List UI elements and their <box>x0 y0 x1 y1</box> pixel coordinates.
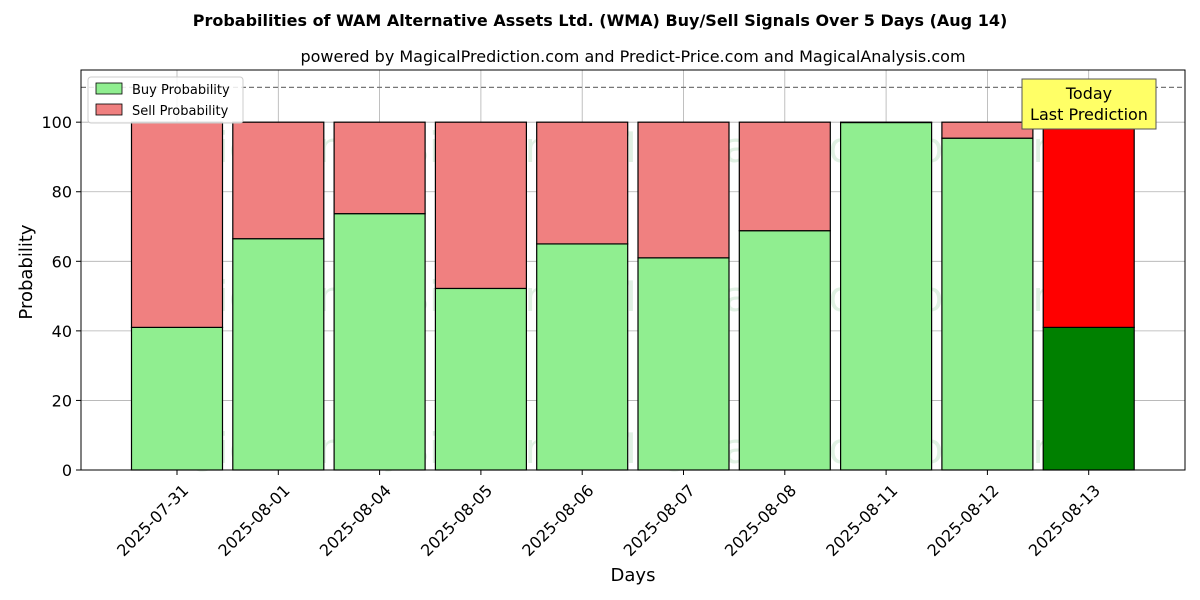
x-tick-label: 2025-08-13 <box>1025 481 1104 560</box>
bar-sell-2025-08-12 <box>941 121 1034 139</box>
x-tick-label: 2025-08-01 <box>214 481 293 560</box>
legend-label-sell: Sell Probability <box>132 104 229 119</box>
bar-buy-2025-07-31 <box>130 326 224 471</box>
bar-sell-2025-07-31 <box>130 121 224 328</box>
legend-swatch-buy <box>95 82 123 95</box>
x-tick-label: 2025-08-11 <box>822 481 901 560</box>
bar-sell-2025-08-08 <box>738 121 831 232</box>
legend-box <box>87 76 244 124</box>
bar-sell-2025-08-06 <box>536 121 629 245</box>
x-tick-label: 2025-08-06 <box>518 481 597 560</box>
bar-sell-2025-08-04 <box>333 121 426 215</box>
bar-buy-2025-08-04 <box>333 213 426 471</box>
x-tick-label: 2025-08-08 <box>721 481 800 560</box>
plot-frame <box>80 69 1186 471</box>
x-tick-label: 2025-08-07 <box>620 481 699 560</box>
y-tick-label: 0 <box>62 461 72 480</box>
y-tick-label: 80 <box>52 183 72 202</box>
bar-buy-2025-08-01 <box>232 238 325 471</box>
bar-sell-2025-08-07 <box>637 121 730 259</box>
x-axis-label: Days <box>611 565 656 586</box>
today-annotation-box <box>1021 78 1157 130</box>
bar-layer <box>130 121 1135 471</box>
bar-buy-2025-08-12 <box>941 137 1034 471</box>
bar-buy-2025-08-07 <box>637 257 730 471</box>
bar-sell-2025-08-01 <box>232 121 325 240</box>
y-tick-label: 40 <box>52 322 72 341</box>
legend: Buy Probability Sell Probability <box>87 76 244 124</box>
y-tick-label: 60 <box>52 252 72 271</box>
y-tick-label: 20 <box>52 391 72 410</box>
bar-sell-2025-08-13 <box>1042 121 1135 328</box>
bar-sell-2025-08-05 <box>434 121 527 290</box>
x-tick-label: 2025-08-04 <box>316 481 395 560</box>
today-annotation-line2: Last Prediction <box>1030 105 1148 124</box>
bar-buy-2025-08-11 <box>839 121 933 471</box>
today-annotation: Today Last Prediction <box>1021 78 1157 130</box>
x-tick-label: 2025-07-31 <box>113 481 192 560</box>
y-tick-label: 100 <box>41 113 72 132</box>
bar-buy-2025-08-05 <box>434 287 527 471</box>
bar-buy-2025-08-13 <box>1042 326 1135 471</box>
bar-buy-2025-08-06 <box>536 243 629 471</box>
x-tick-label: 2025-08-05 <box>417 481 496 560</box>
x-tick-label: 2025-08-12 <box>924 481 1003 560</box>
legend-swatch-sell <box>95 103 123 116</box>
today-annotation-line1: Today <box>1065 84 1112 103</box>
chart-subtitle: powered by MagicalPrediction.com and Pre… <box>300 47 965 66</box>
chart-title: Probabilities of WAM Alternative Assets … <box>193 11 1008 30</box>
legend-label-buy: Buy Probability <box>132 83 230 98</box>
bar-buy-2025-08-08 <box>738 230 831 471</box>
y-axis-label: Probability <box>16 224 37 319</box>
